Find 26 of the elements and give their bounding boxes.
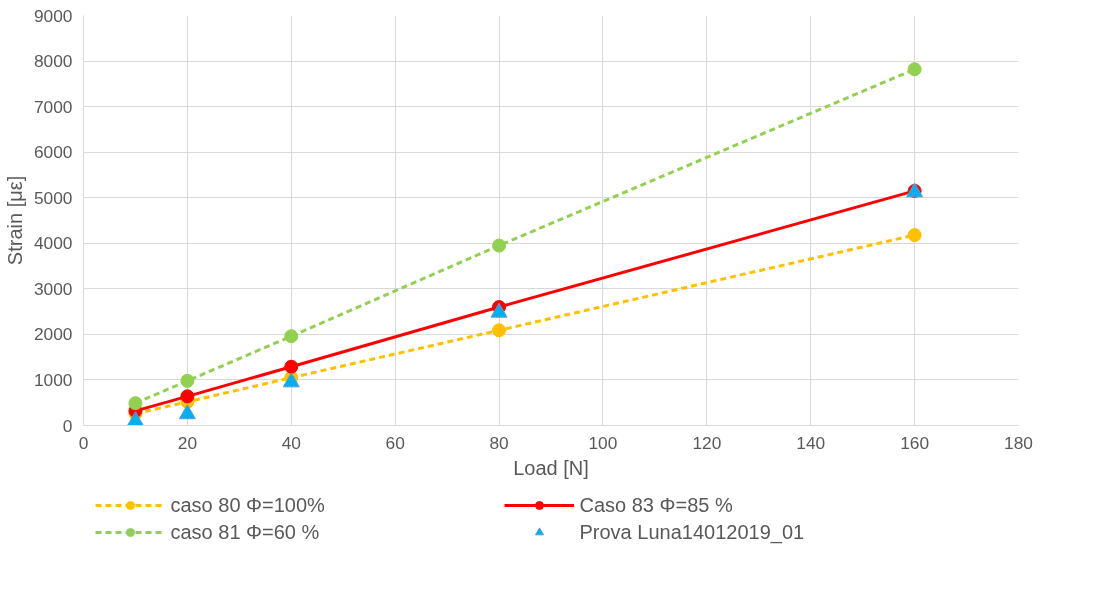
y-tick-label: 9000 [33,5,73,26]
y-tick-label: 8000 [33,51,73,72]
legend-label: caso 80 Φ=100% [170,493,326,517]
legend-label: Caso 83 Φ=85 % [579,493,734,517]
y-tick-label: 3000 [33,278,73,299]
y-axis-title: Strain [με] [3,175,26,266]
x-tick-label: 0 [78,432,89,453]
x-tick-label: 160 [900,432,930,453]
y-tick-label: 1000 [33,369,73,390]
y-tick-label: 5000 [33,187,73,208]
x-tick-label: 20 [177,432,198,453]
y-tick-label: 7000 [33,96,73,117]
x-tick-label: 180 [1004,432,1033,453]
x-tick-label: 40 [281,432,301,453]
legend-label: caso 81 Φ=60 % [170,520,321,544]
x-axis-title: Load [N] [513,456,589,479]
x-tick-label: 100 [588,432,618,453]
x-tick-label: 120 [692,432,722,453]
x-tick-label: 140 [796,432,826,453]
y-tick-label: 2000 [33,324,73,345]
y-tick-label: 0 [62,415,73,436]
y-tick-label: 4000 [33,233,73,254]
x-tick-label: 60 [385,432,405,453]
y-tick-label: 6000 [33,142,73,163]
legend-label: Prova Luna14012019_01 [579,520,806,544]
x-tick-label: 80 [489,432,509,453]
